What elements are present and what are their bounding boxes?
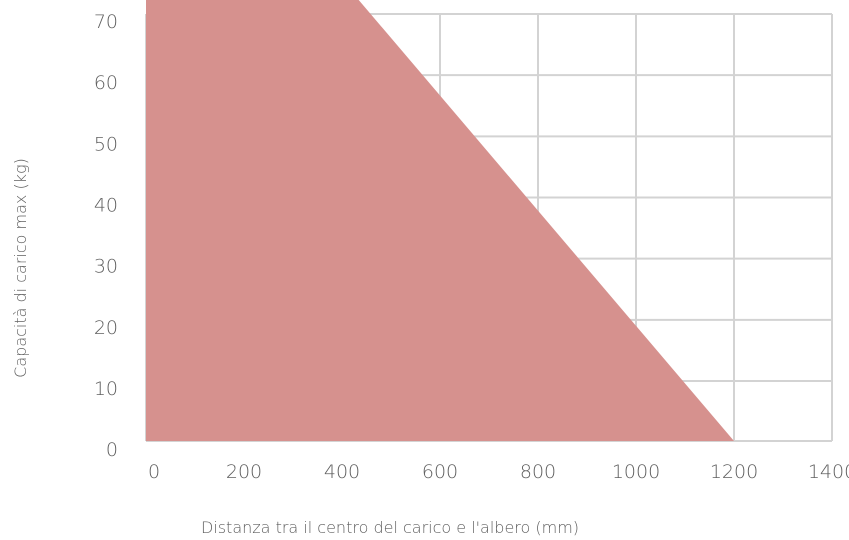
y-axis-ticks: 70 60 50 40 30 20 10 0 [94,11,118,461]
y-tick-label: 70 [94,11,118,33]
x-tick-label: 400 [324,461,360,483]
y-tick-label: 0 [106,439,118,461]
x-tick-label: 800 [520,461,556,483]
x-axis-ticks: 0 200 400 600 800 1000 1200 1400 [148,461,849,483]
x-tick-label: 1000 [612,461,660,483]
y-tick-label: 40 [94,195,118,217]
x-tick-label: 200 [226,461,262,483]
x-tick-label: 0 [148,461,160,483]
x-tick-label: 1200 [710,461,758,483]
x-tick-label: 600 [422,461,458,483]
load-capacity-area [146,0,734,441]
y-tick-label: 60 [94,72,118,94]
y-tick-label: 10 [94,378,118,400]
y-axis-label: Capacità di carico max (kg) [11,158,30,378]
y-tick-label: 20 [94,317,118,339]
x-axis-label: Distanza tra il centro del carico e l'al… [201,518,579,537]
x-tick-label: 1400 [808,461,849,483]
y-tick-label: 50 [94,133,118,155]
y-tick-label: 30 [94,256,118,278]
